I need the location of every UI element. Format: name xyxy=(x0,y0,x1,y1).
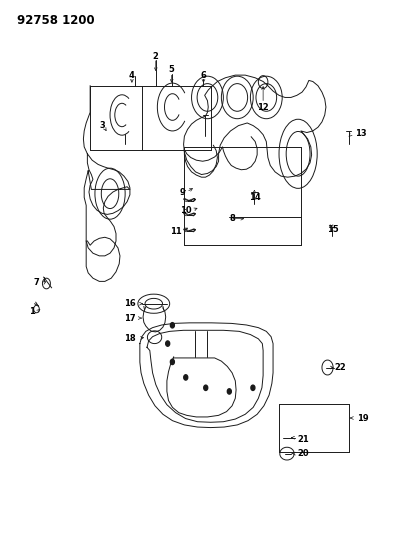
Text: 7: 7 xyxy=(34,278,40,287)
Text: 17: 17 xyxy=(124,313,136,322)
Circle shape xyxy=(166,341,170,346)
Text: 2: 2 xyxy=(153,52,159,61)
Circle shape xyxy=(227,389,231,394)
Text: 20: 20 xyxy=(297,449,308,458)
Text: 19: 19 xyxy=(357,414,368,423)
Text: 15: 15 xyxy=(327,225,339,234)
Text: 16: 16 xyxy=(124,299,136,308)
Text: 10: 10 xyxy=(180,206,192,215)
Text: 13: 13 xyxy=(355,129,366,138)
Text: 12: 12 xyxy=(257,102,269,111)
Text: 8: 8 xyxy=(229,214,235,223)
Circle shape xyxy=(170,359,174,365)
Circle shape xyxy=(251,385,255,391)
Circle shape xyxy=(204,385,208,391)
Circle shape xyxy=(184,375,188,380)
Text: 11: 11 xyxy=(170,228,182,237)
Circle shape xyxy=(170,322,174,328)
Text: 9: 9 xyxy=(180,188,186,197)
Text: 6: 6 xyxy=(201,70,206,79)
Text: 5: 5 xyxy=(169,66,175,74)
Text: 22: 22 xyxy=(335,363,346,372)
Text: 18: 18 xyxy=(124,334,136,343)
Text: 21: 21 xyxy=(297,435,309,444)
Text: 4: 4 xyxy=(129,70,135,79)
Text: 3: 3 xyxy=(99,121,105,130)
Text: 14: 14 xyxy=(249,193,261,202)
Text: 1: 1 xyxy=(29,307,34,316)
Text: 92758 1200: 92758 1200 xyxy=(17,14,94,27)
